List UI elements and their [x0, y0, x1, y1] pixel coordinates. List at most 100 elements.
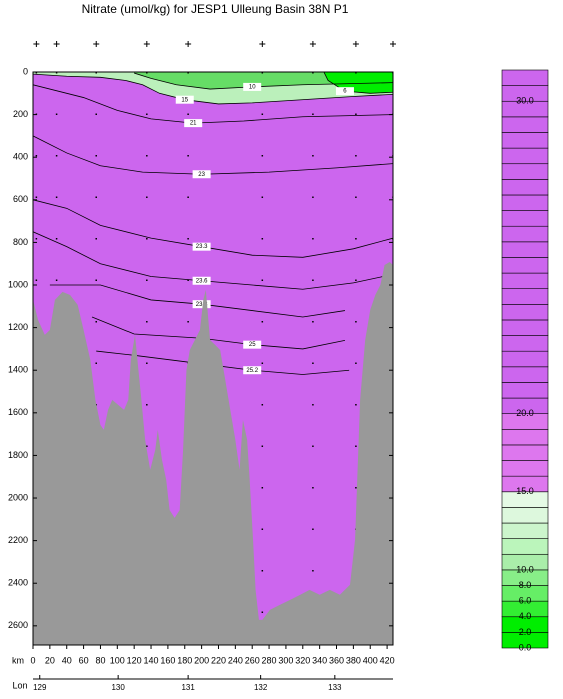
- x-tick-label: 40: [62, 655, 72, 665]
- contour-label-bg: [192, 170, 211, 179]
- y-tick-label: 0: [23, 66, 28, 76]
- colorbar-segment: [501, 147, 549, 165]
- station-marker: [93, 41, 100, 47]
- contour-line: [33, 135, 393, 175]
- lon-tick-label: 130: [111, 683, 125, 692]
- x-tick-label: 180: [177, 655, 192, 665]
- x-tick-label: 420: [380, 655, 395, 665]
- contour-label: 23: [198, 172, 205, 178]
- colorbar-segment: [501, 241, 549, 258]
- contour-label-bg: [192, 242, 211, 251]
- contour-line: [33, 84, 393, 124]
- contour-label-bg: [335, 87, 354, 96]
- x-tick-label: 240: [228, 655, 243, 665]
- y-tick-label: 1800: [8, 450, 28, 460]
- colorbar-segment: [501, 538, 549, 555]
- colorbar-tick-label: 10.0: [516, 564, 534, 574]
- contour-label-bg: [184, 119, 203, 128]
- lon-tick-label: 131: [181, 683, 195, 692]
- colorbar-segment: [501, 225, 549, 243]
- colorbar-segment: [501, 288, 549, 305]
- contour-label-bg: [243, 366, 262, 375]
- colorbar-segment: [501, 194, 549, 211]
- x-tick-label: 320: [295, 655, 310, 665]
- station-marker: [352, 41, 359, 47]
- lon-tick-label: 132: [254, 683, 268, 692]
- colorbar-segment: [501, 116, 549, 133]
- lon-tick-label: 133: [328, 683, 342, 692]
- y-tick-label: 600: [13, 194, 28, 204]
- plot-frame: [32, 71, 394, 646]
- contour-label: 23.6: [196, 278, 208, 284]
- colorbar-segment: [501, 163, 549, 180]
- x-tick-label: 300: [278, 655, 293, 665]
- y-tick-label: 2000: [8, 492, 28, 502]
- x-tick-label: 120: [127, 655, 142, 665]
- colorbar-segment: [501, 335, 549, 352]
- x-tick-label: 140: [144, 655, 159, 665]
- station-marker: [185, 41, 192, 47]
- station-marker: [143, 41, 150, 47]
- station-marker: [33, 41, 40, 47]
- contour-label: 21: [190, 121, 197, 127]
- y-tick-label: 1400: [8, 365, 28, 375]
- station-marker: [309, 41, 316, 47]
- colorbar-segment: [501, 522, 549, 539]
- y-tick-label: 2200: [8, 535, 28, 545]
- x-tick-label: 280: [262, 655, 277, 665]
- y-tick-label: 800: [13, 237, 28, 247]
- colorbar-segment: [501, 210, 549, 227]
- x-tick-label: 60: [79, 655, 89, 665]
- colorbar-tick-label: 8.0: [519, 580, 532, 590]
- colorbar-segment: [501, 319, 549, 336]
- contour-label: 10: [249, 84, 256, 90]
- station-marker: [259, 41, 266, 47]
- lon-tick-label: 129: [33, 683, 47, 692]
- colorbar-segment: [501, 507, 549, 524]
- x-tick-label: 80: [95, 655, 105, 665]
- x-tick-label: 20: [45, 655, 55, 665]
- colorbar-tick-label: 30.0: [516, 96, 534, 106]
- colorbar-segment: [501, 444, 549, 461]
- x-tick-label: 0: [30, 655, 35, 665]
- chart-title: Nitrate (umol/kg) for JESP1 Ulleung Basi…: [82, 2, 349, 16]
- colorbar-tick-label: 15.0: [516, 486, 534, 496]
- contour-label-bg: [192, 276, 211, 285]
- contour-line: [96, 350, 350, 375]
- colorbar-segment: [501, 272, 549, 290]
- colorbar-tick-label: 20.0: [516, 408, 534, 418]
- x-axis-label: km: [12, 655, 24, 665]
- contour-line: [91, 316, 346, 350]
- contour-label: 23.3: [196, 244, 208, 250]
- x-tick-label: 340: [312, 655, 327, 665]
- contour-label: 25: [249, 342, 256, 348]
- contour-label-bg: [243, 340, 262, 349]
- x-tick-label: 380: [346, 655, 361, 665]
- plot-area: 15 10 6 21 23 23.3 23.6 23.8 25 25.2: [33, 72, 393, 645]
- y-tick-label: 2400: [8, 578, 28, 588]
- x-tick-label: 200: [194, 655, 209, 665]
- lon-axis-label: Lon: [12, 680, 27, 690]
- colorbar-segment: [501, 179, 549, 196]
- x-tick-label: 400: [363, 655, 378, 665]
- colorbar-segment: [501, 366, 549, 383]
- station-marker: [390, 41, 396, 47]
- x-tick-label: 220: [211, 655, 226, 665]
- station-marker: [53, 41, 60, 47]
- colorbar-segment: [501, 382, 549, 399]
- contour-label-bg: [175, 95, 194, 104]
- colorbar-tick-label: 0.0: [519, 642, 532, 652]
- contour-label-bg: [243, 82, 262, 91]
- contour-label-bg: [192, 300, 211, 309]
- contour-line: [134, 72, 393, 90]
- colorbar-segment: [501, 304, 549, 321]
- contour-label: 6: [343, 89, 347, 95]
- contour-label: 23.8: [196, 302, 208, 308]
- colorbar-tick-label: 6.0: [519, 596, 532, 606]
- y-tick-label: 400: [13, 152, 28, 162]
- colorbar-segment: [501, 460, 549, 477]
- x-tick-label: 100: [110, 655, 125, 665]
- contour-label: 25.2: [246, 368, 258, 374]
- y-tick-label: 200: [13, 109, 28, 119]
